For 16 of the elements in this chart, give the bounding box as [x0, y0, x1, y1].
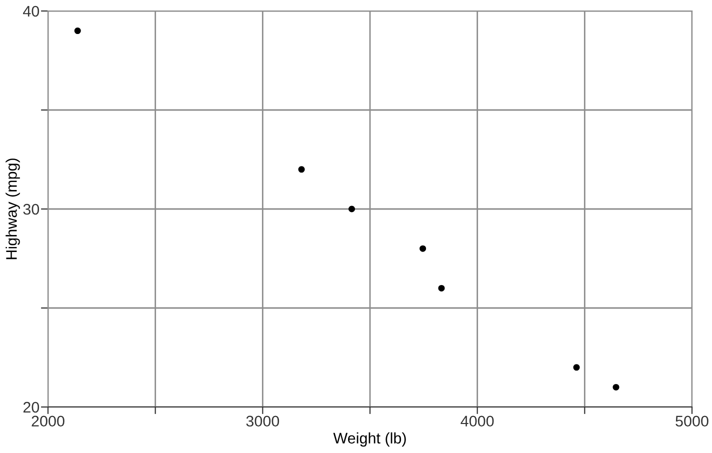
y-axis-title: Highway (mpg): [6, 158, 20, 260]
x-tick-label: 2000: [32, 416, 64, 427]
point: [573, 364, 580, 371]
x-tick-label: 4000: [460, 416, 494, 427]
point: [348, 206, 356, 212]
x-tick-label: 5000: [676, 416, 708, 427]
x-tick-label: 3000: [246, 416, 280, 427]
y-tick-label: 40: [23, 6, 40, 17]
point: [74, 28, 81, 34]
point: [438, 284, 445, 292]
point: [298, 166, 305, 173]
point: [420, 245, 426, 252]
y-tick-label: 30: [23, 204, 40, 215]
y-tick-label: 20: [23, 402, 40, 413]
x-axis-title: Weight (lb): [333, 432, 406, 447]
point: [612, 384, 620, 390]
